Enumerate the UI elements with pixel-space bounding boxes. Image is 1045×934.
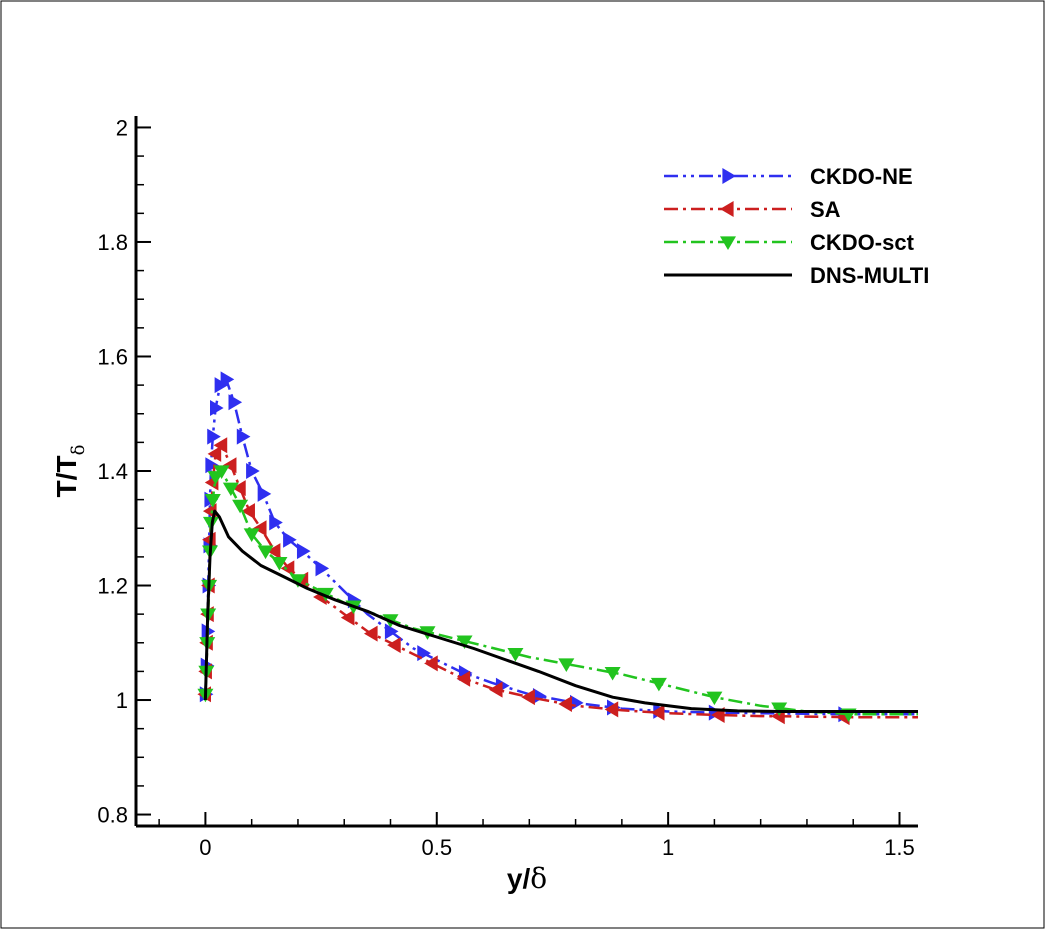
data-point-sa: [456, 670, 471, 687]
y-axis-title: T/Tδ: [51, 445, 89, 498]
data-point-sa: [241, 503, 255, 520]
data-point-ckdo-sct: [706, 691, 723, 706]
data-point-sa: [558, 696, 572, 713]
legend-marker-ckdo-ne: [722, 168, 736, 184]
data-point-sa: [207, 445, 222, 462]
y-tick-label: 1.2: [97, 574, 128, 599]
y-tick-label: 0.8: [97, 803, 128, 828]
x-axis-title-main: y/: [507, 863, 531, 894]
legend-label-dns-multi: DNS-MULTI: [810, 263, 929, 288]
data-point-ckdo-ne: [236, 428, 251, 445]
y-tick-label: 1.8: [97, 230, 128, 255]
legend-item-ckdo-ne: CKDO-NE: [664, 164, 913, 189]
data-point-sa: [604, 701, 619, 718]
svg-text:T/Tδ: T/Tδ: [51, 445, 89, 498]
data-point-sa: [650, 704, 665, 721]
series-line-dns-multi: [203, 509, 918, 713]
legend-item-ckdo-sct: CKDO-sct: [664, 230, 915, 255]
legend-label-sa: SA: [810, 197, 841, 222]
data-point-ckdo-ne: [269, 514, 283, 531]
x-tick-label: 1: [662, 835, 674, 860]
ticks-layer: 0 0.5 1 1.5 0.8 1 1.2 1.4 1.6 1.8 2: [97, 115, 914, 860]
data-point-ckdo-ne: [569, 694, 584, 711]
data-point-ckdo-sct: [456, 635, 473, 650]
data-point-ckdo-ne: [220, 371, 235, 388]
data-point-ckdo-sct: [507, 648, 524, 662]
data-point-sa: [232, 480, 246, 497]
legend-marker-ckdo-sct: [720, 236, 736, 250]
data-point-ckdo-ne: [283, 531, 297, 548]
data-point-sa: [266, 543, 281, 560]
series-dns-multi: [203, 509, 918, 713]
data-point-ckdo-ne: [532, 688, 547, 705]
legend: CKDO-NE SA CKDO-sct DNS-MULTI: [664, 164, 929, 288]
data-point-ckdo-ne: [296, 543, 311, 560]
data-point-ckdo-ne: [246, 463, 260, 479]
data-point-sa: [488, 681, 503, 698]
x-tick-label: 0.5: [421, 835, 452, 860]
data-point-sa: [213, 437, 228, 454]
y-tick-label: 1: [116, 688, 128, 713]
data-point-ckdo-sct: [232, 499, 249, 514]
data-point-ckdo-ne: [315, 560, 330, 577]
x-axis-title-symbol: δ: [530, 862, 547, 895]
y-axis-title-subscript: δ: [68, 445, 89, 456]
data-point-ckdo-sct: [650, 677, 667, 692]
x-axis-title: y/δ: [507, 862, 547, 895]
data-point-ckdo-sct: [213, 465, 230, 479]
data-point-ckdo-ne: [257, 485, 272, 502]
data-point-sa: [340, 609, 355, 626]
data-point-ckdo-sct: [243, 528, 260, 542]
x-tick-label: 1.5: [884, 835, 915, 860]
data-point-ckdo-sct: [222, 482, 239, 497]
data-point-ckdo-sct: [558, 658, 575, 672]
data-point-ckdo-sct: [257, 545, 274, 560]
data-point-ckdo-sct: [771, 702, 788, 717]
data-point-ckdo-ne: [228, 394, 243, 411]
series-layer: [197, 371, 918, 726]
y-tick-label: 2: [116, 115, 128, 140]
data-point-ckdo-sct: [289, 574, 306, 588]
data-point-ckdo-sct: [204, 494, 221, 508]
data-point-sa: [363, 625, 378, 642]
data-point-ckdo-ne: [384, 623, 399, 640]
legend-marker-sa: [720, 201, 734, 217]
data-point-ckdo-sct: [271, 557, 288, 571]
data-point-ckdo-ne: [205, 457, 219, 474]
legend-item-dns-multi: DNS-MULTI: [664, 263, 929, 288]
data-point-sa: [424, 655, 438, 672]
data-point-ckdo-ne: [207, 428, 221, 445]
legend-label-ckdo-ne: CKDO-NE: [810, 164, 913, 189]
data-point-sa: [387, 637, 401, 654]
y-tick-label: 1.6: [97, 344, 128, 369]
data-point-sa: [222, 457, 237, 474]
data-point-ckdo-sct: [604, 666, 621, 681]
data-point-sa: [521, 689, 535, 706]
y-axis-title-main: T/T: [51, 455, 82, 497]
data-point-ckdo-ne: [209, 400, 224, 417]
legend-label-ckdo-sct: CKDO-sct: [810, 230, 915, 255]
y-tick-label: 1.4: [97, 459, 128, 484]
legend-item-sa: SA: [664, 197, 841, 222]
data-point-sa: [252, 520, 267, 537]
x-tick-label: 0: [199, 835, 211, 860]
